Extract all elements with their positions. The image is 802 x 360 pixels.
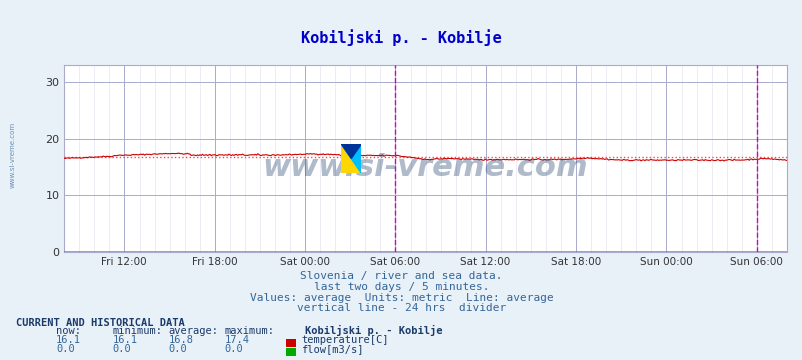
Text: average:: average: (168, 326, 218, 336)
Text: now:: now: (56, 326, 81, 336)
Text: Kobiljski p. - Kobilje: Kobiljski p. - Kobilje (301, 30, 501, 46)
Text: flow[m3/s]: flow[m3/s] (301, 344, 363, 354)
Text: 0.0: 0.0 (56, 344, 75, 354)
Text: www.si-vreme.com: www.si-vreme.com (10, 122, 15, 188)
Text: 16.1: 16.1 (56, 335, 81, 345)
Polygon shape (341, 144, 361, 173)
Text: temperature[C]: temperature[C] (301, 335, 388, 345)
Text: 0.0: 0.0 (112, 344, 131, 354)
Text: minimum:: minimum: (112, 326, 162, 336)
Text: Kobiljski p. - Kobilje: Kobiljski p. - Kobilje (305, 325, 442, 336)
Polygon shape (341, 144, 361, 173)
Text: 0.0: 0.0 (168, 344, 187, 354)
Text: last two days / 5 minutes.: last two days / 5 minutes. (314, 282, 488, 292)
Text: vertical line - 24 hrs  divider: vertical line - 24 hrs divider (297, 303, 505, 314)
Text: 0.0: 0.0 (225, 344, 243, 354)
Polygon shape (341, 144, 361, 158)
Text: 16.8: 16.8 (168, 335, 193, 345)
Text: Values: average  Units: metric  Line: average: Values: average Units: metric Line: aver… (249, 293, 553, 303)
Text: www.si-vreme.com: www.si-vreme.com (262, 153, 588, 182)
Text: 17.4: 17.4 (225, 335, 249, 345)
Text: CURRENT AND HISTORICAL DATA: CURRENT AND HISTORICAL DATA (16, 318, 184, 328)
Text: 16.1: 16.1 (112, 335, 137, 345)
Text: maximum:: maximum: (225, 326, 274, 336)
Text: Slovenia / river and sea data.: Slovenia / river and sea data. (300, 271, 502, 281)
